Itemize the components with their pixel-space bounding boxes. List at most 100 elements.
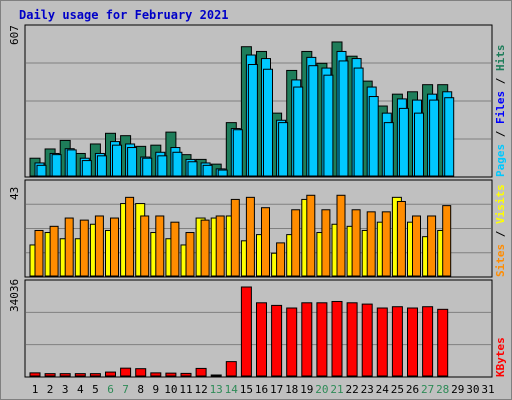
x-tick-label: 11 [179, 383, 192, 396]
x-tick-label: 22 [345, 383, 358, 396]
x-tick-label: 8 [137, 383, 144, 396]
bar-sites-5 [94, 215, 104, 277]
x-tick-label: 17 [270, 383, 283, 396]
x-tick-label: 14 [225, 383, 239, 396]
bar-sites-15 [245, 196, 255, 277]
bar-kbytes-21 [331, 300, 343, 377]
bar-kbytes-26 [407, 307, 418, 377]
bar-pages-13 [217, 169, 228, 177]
bar-pages-27 [429, 99, 440, 177]
bar-pages-21 [338, 60, 349, 177]
x-tick-label: 25 [391, 383, 404, 396]
x-tick-label: 3 [62, 383, 69, 396]
x-tick-label: 20 [315, 383, 328, 396]
bar-sites-27 [427, 215, 437, 277]
bar-kbytes-23 [361, 303, 373, 377]
bar-kbytes-9 [150, 372, 162, 377]
x-tick-label: 21 [330, 383, 343, 396]
bar-kbytes-24 [376, 307, 388, 377]
legend-visits-sites: Sites / Visits [494, 184, 507, 277]
bar-kbytes-4 [74, 373, 86, 377]
bar-kbytes-7 [120, 367, 132, 377]
bar-pages-20 [323, 74, 334, 177]
bar-sites-16 [261, 207, 270, 277]
bar-sites-18 [291, 209, 301, 277]
bar-kbytes-8 [135, 368, 147, 377]
bar-sites-1 [34, 229, 44, 277]
bar-sites-21 [336, 194, 346, 277]
legend-item-hits: Hits [494, 45, 507, 72]
bar-pages-4 [81, 160, 92, 177]
panel-kbytes: 34036 KBytes [8, 279, 507, 378]
bar-kbytes-27 [422, 306, 434, 377]
bar-pages-6 [112, 144, 122, 177]
bar-pages-28 [444, 97, 455, 177]
bar-pages-18 [293, 86, 304, 177]
x-tick-label: 23 [361, 383, 374, 396]
bar-pages-2 [51, 154, 62, 177]
bar-pages-14 [232, 129, 243, 177]
bar-sites-2 [49, 225, 59, 277]
legend-hits-files-pages: Pages / Files / Hits [494, 45, 507, 178]
bar-sites-28 [442, 205, 452, 277]
bar-pages-17 [278, 122, 289, 177]
x-tick-label: 26 [406, 383, 419, 396]
x-tick-label: 4 [77, 383, 84, 396]
bar-kbytes-15 [240, 286, 252, 377]
panel-visits-sites: 43 Sites / Visits [8, 179, 507, 278]
bar-kbytes-11 [180, 372, 192, 377]
bar-pages-24 [383, 122, 394, 177]
bar-pages-22 [353, 67, 364, 177]
bar-sites-7 [125, 196, 135, 277]
x-tick-label: 9 [152, 383, 159, 396]
bar-pages-8 [142, 157, 153, 177]
x-tick-label: 31 [481, 383, 494, 396]
bar-sites-17 [276, 242, 286, 277]
bar-kbytes-1 [29, 372, 41, 377]
x-tick-label: 24 [376, 383, 390, 396]
y-max-label: 34036 [8, 279, 21, 312]
bar-sites-26 [412, 215, 421, 277]
bar-pages-5 [96, 155, 107, 177]
bar-kbytes-16 [256, 302, 267, 377]
x-tick-label: 10 [164, 383, 177, 396]
bar-kbytes-19 [301, 302, 313, 377]
x-tick-label: 18 [285, 383, 298, 396]
bar-kbytes-3 [59, 373, 71, 377]
x-tick-label: 28 [436, 383, 449, 396]
x-tick-label: 15 [240, 383, 253, 396]
bar-kbytes-25 [391, 306, 403, 377]
y-max-label: 43 [8, 187, 21, 200]
bar-pages-7 [127, 147, 138, 177]
bar-pages-9 [157, 155, 168, 177]
bar-sites-9 [155, 215, 165, 277]
legend-separator: / [494, 71, 507, 91]
bar-sites-12 [200, 219, 210, 277]
legend-item-files: Files [494, 91, 507, 124]
legend-item-sites: Sites [494, 244, 507, 277]
bar-sites-3 [64, 217, 74, 277]
bar-pages-12 [202, 164, 213, 177]
bar-kbytes-28 [437, 308, 449, 377]
bar-sites-22 [351, 209, 361, 277]
x-tick-label: 27 [421, 383, 434, 396]
legend-item-kbytes: KBytes [494, 337, 507, 377]
x-tick-label: 19 [300, 383, 313, 396]
legend-item-pages: Pages [494, 144, 507, 177]
bar-kbytes-14 [225, 361, 237, 377]
x-tick-label: 1 [32, 383, 39, 396]
bar-sites-14 [230, 198, 240, 277]
bar-pages-26 [414, 112, 424, 177]
x-tick-label: 13 [210, 383, 223, 396]
x-tick-label: 12 [194, 383, 207, 396]
bar-kbytes-18 [286, 307, 298, 377]
bar-sites-4 [79, 219, 89, 277]
page-title: Daily usage for February 2021 [19, 8, 229, 22]
bar-pages-3 [66, 149, 77, 177]
bar-kbytes-20 [316, 302, 328, 377]
bar-sites-24 [381, 211, 391, 277]
bar-kbytes-10 [165, 372, 177, 377]
legend-kbytes: KBytes [494, 337, 507, 377]
